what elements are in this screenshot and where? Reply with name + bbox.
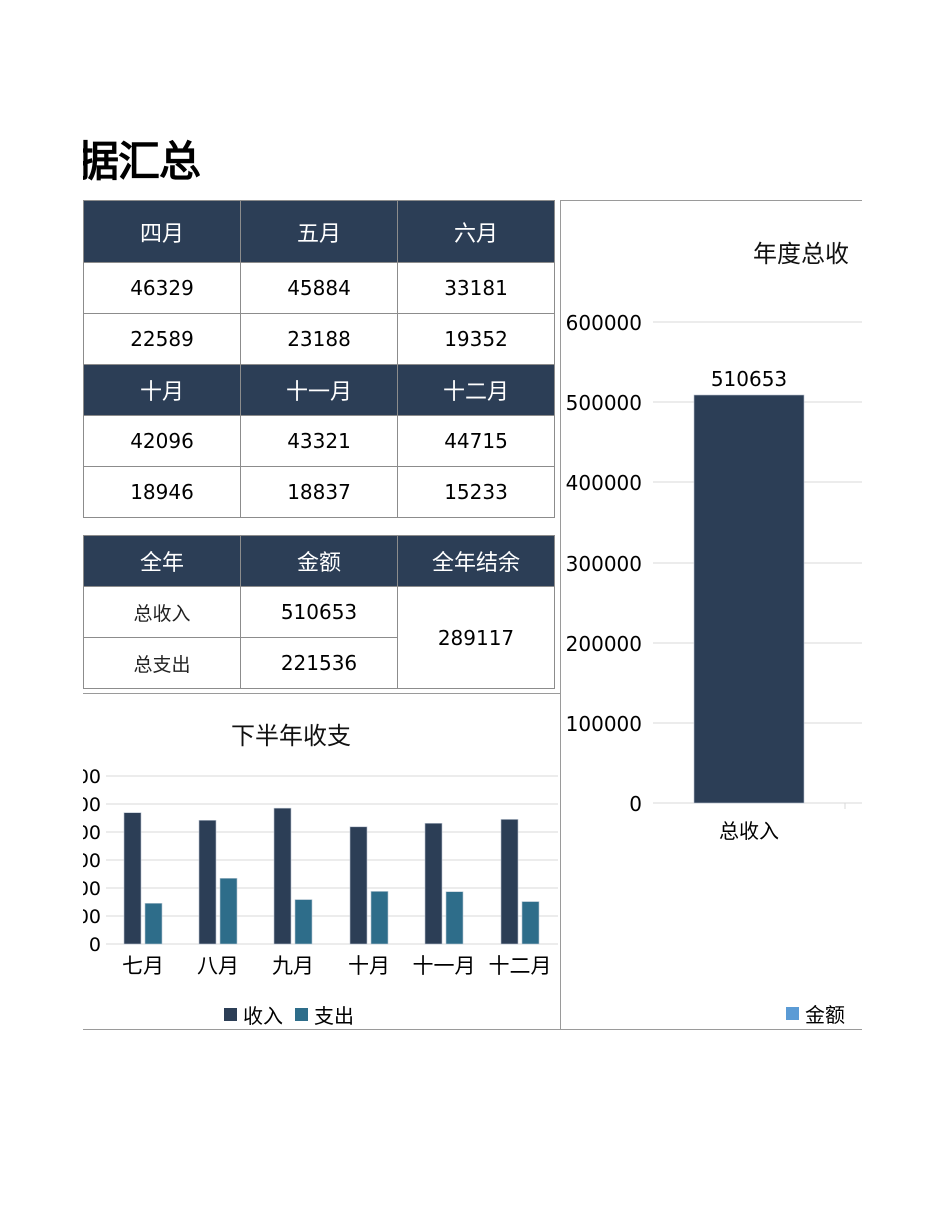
chart-legend: 金额 bbox=[786, 999, 845, 1028]
expense-bars bbox=[144, 878, 540, 945]
cell[interactable]: 42096 bbox=[83, 415, 241, 467]
h2-income-expense-chart[interactable]: 下半年收支 00 00 00 00 00 00 0 bbox=[83, 693, 562, 1030]
y-tick-label: 100000 bbox=[566, 712, 642, 736]
total-expense-row: 总支出 221536 bbox=[83, 637, 555, 689]
bar-total-income bbox=[693, 394, 805, 804]
y-tick-label: 400000 bbox=[566, 471, 642, 495]
bar-expense-oct bbox=[370, 891, 389, 945]
income-row: 42096 43321 44715 bbox=[83, 415, 555, 467]
chart-plot: 00 00 00 00 00 00 0 bbox=[83, 766, 558, 978]
bar-income-oct bbox=[349, 826, 368, 945]
cell[interactable]: 19352 bbox=[397, 313, 555, 365]
x-axis-labels: 七月 八月 九月 十月 十一月 十二月 bbox=[122, 954, 552, 978]
header-cell: 六月 bbox=[397, 200, 555, 263]
annual-total-chart[interactable]: 年度总收 600000 500000 400000 300000 200000 … bbox=[560, 200, 862, 1030]
legend-swatch-income bbox=[224, 1008, 237, 1021]
bar-expense-jul bbox=[144, 903, 163, 945]
title-text: 据汇总 bbox=[83, 137, 201, 186]
cell[interactable]: 33181 bbox=[397, 262, 555, 314]
legend-swatch-amount bbox=[786, 1007, 799, 1020]
cell[interactable]: 510653 bbox=[240, 586, 398, 638]
legend-label[interactable]: 支出 bbox=[314, 1004, 354, 1028]
x-tick-label: 十一月 bbox=[413, 954, 476, 978]
x-tick-label: 七月 bbox=[122, 954, 164, 978]
expense-row: 22589 23188 19352 bbox=[83, 313, 555, 365]
header-row: 四月 五月 六月 bbox=[83, 200, 555, 263]
y-tick-label: 0 bbox=[89, 934, 101, 956]
x-tick-label: 十二月 bbox=[489, 954, 552, 978]
x-tick-label: 九月 bbox=[272, 954, 314, 978]
header-cell: 金额 bbox=[240, 535, 398, 587]
chart-title: 下半年收支 bbox=[231, 722, 351, 750]
page-title: 数据汇总 bbox=[83, 128, 201, 189]
cell[interactable]: 18837 bbox=[240, 466, 398, 518]
cell[interactable]: 15233 bbox=[397, 466, 555, 518]
cell[interactable]: 45884 bbox=[240, 262, 398, 314]
header-cell: 十二月 bbox=[397, 364, 555, 416]
y-tick-label: 600000 bbox=[566, 311, 642, 335]
y-tick-label: 300000 bbox=[566, 552, 642, 576]
gridlines bbox=[106, 775, 558, 945]
y-tick-label: 00 bbox=[83, 878, 101, 900]
y-tick-label: 00 bbox=[83, 906, 101, 928]
y-tick-label: 00 bbox=[83, 766, 101, 788]
income-row: 46329 45884 33181 bbox=[83, 262, 555, 314]
cell[interactable]: 46329 bbox=[83, 262, 241, 314]
spreadsheet-print-area: 数据汇总 四月 五月 六月 46329 45884 33181 22589 23… bbox=[83, 0, 862, 1230]
y-tick-label: 200000 bbox=[566, 632, 642, 656]
header-cell: 全年 bbox=[83, 535, 241, 587]
legend-label[interactable]: 收入 bbox=[243, 1004, 283, 1028]
bar-income-aug bbox=[198, 820, 217, 945]
monthly-table: 四月 五月 六月 46329 45884 33181 22589 23188 1… bbox=[83, 200, 555, 518]
row-label[interactable]: 总收入 bbox=[83, 586, 241, 638]
cell[interactable]: 43321 bbox=[240, 415, 398, 467]
cell[interactable]: 23188 bbox=[240, 313, 398, 365]
y-axis-labels: 00 00 00 00 00 00 0 bbox=[83, 766, 101, 956]
y-tick-label: 0 bbox=[629, 792, 642, 816]
expense-row: 18946 18837 15233 bbox=[83, 466, 555, 518]
y-tick-label: 00 bbox=[83, 822, 101, 844]
bar-expense-sep bbox=[294, 899, 313, 945]
chart-legend: 收入 支出 bbox=[224, 1000, 354, 1029]
balance-cell[interactable]: 289117 bbox=[397, 586, 555, 689]
y-tick-label: 00 bbox=[83, 850, 101, 872]
bar-expense-dec bbox=[521, 901, 540, 945]
y-tick-label: 00 bbox=[83, 794, 101, 816]
chart-plot: 600000 500000 400000 300000 200000 10000… bbox=[566, 311, 862, 843]
header-cell: 四月 bbox=[83, 200, 241, 263]
legend-label[interactable]: 金额 bbox=[805, 1003, 845, 1027]
bar-income-jul bbox=[123, 812, 142, 945]
cell[interactable]: 221536 bbox=[240, 637, 398, 689]
income-bars bbox=[123, 807, 519, 945]
row-label[interactable]: 总支出 bbox=[83, 637, 241, 689]
bar-expense-aug bbox=[219, 878, 238, 945]
header-cell: 五月 bbox=[240, 200, 398, 263]
bar-data-label: 510653 bbox=[711, 367, 787, 391]
bar-income-nov bbox=[424, 823, 443, 945]
bar-income-dec bbox=[500, 819, 519, 945]
bar-income-sep bbox=[273, 807, 292, 945]
cell[interactable]: 18946 bbox=[83, 466, 241, 518]
cell[interactable]: 44715 bbox=[397, 415, 555, 467]
x-tick-label: 十月 bbox=[348, 954, 390, 978]
cell[interactable]: 22589 bbox=[83, 313, 241, 365]
chart-title: 年度总收 bbox=[753, 240, 849, 268]
x-tick-label: 八月 bbox=[197, 954, 239, 978]
header-cell: 十一月 bbox=[240, 364, 398, 416]
annual-summary-table: 全年 金额 全年结余 总收入 510653 289117 总支出 221536 bbox=[83, 535, 555, 689]
legend-swatch-expense bbox=[295, 1008, 308, 1021]
header-row: 全年 金额 全年结余 bbox=[83, 535, 555, 587]
y-tick-label: 500000 bbox=[566, 391, 642, 415]
x-tick-label: 总收入 bbox=[719, 819, 779, 843]
header-cell: 十月 bbox=[83, 364, 241, 416]
header-row: 十月 十一月 十二月 bbox=[83, 364, 555, 416]
y-axis-labels: 600000 500000 400000 300000 200000 10000… bbox=[566, 311, 642, 816]
header-cell: 全年结余 bbox=[397, 535, 555, 587]
total-income-row: 总收入 510653 289117 bbox=[83, 586, 555, 689]
bar-expense-nov bbox=[445, 891, 464, 945]
